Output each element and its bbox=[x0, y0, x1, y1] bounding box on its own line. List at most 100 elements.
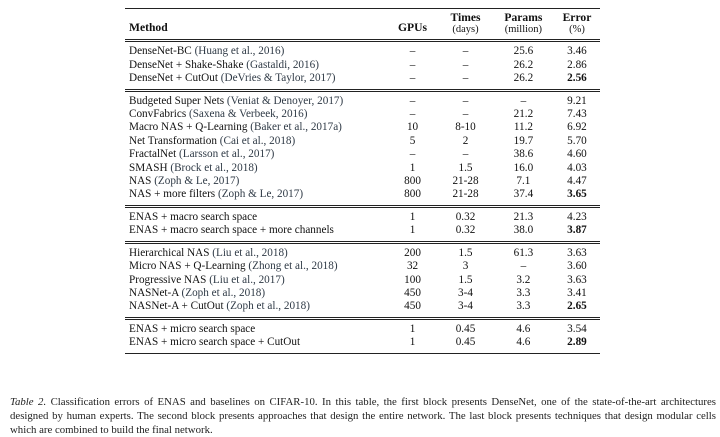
cell-method: ENAS + micro search space + CutOut bbox=[125, 336, 387, 354]
cell-params: 38.0 bbox=[513, 224, 534, 237]
cell-error: 2.86 bbox=[567, 58, 587, 71]
method-name: FractalNet bbox=[129, 148, 177, 161]
cell-error: 4.47 bbox=[567, 175, 587, 188]
method-name: NAS + more filters bbox=[129, 188, 216, 201]
table-row: ENAS + micro search space 1 0.45 4.6 3.54 bbox=[125, 316, 600, 337]
cell-times: 2 bbox=[462, 134, 469, 147]
cell-gpus: – bbox=[409, 72, 416, 85]
cell-params: 19.7 bbox=[513, 134, 534, 147]
method-name: ENAS + macro search space + more channel… bbox=[129, 224, 334, 237]
results-table: Method GPUs Times (days) Params (million… bbox=[125, 7, 600, 354]
cell-params: 7.1 bbox=[516, 175, 531, 188]
method-citation: (Liu et al., 2017) bbox=[209, 273, 285, 286]
cell-gpus: 1 bbox=[409, 224, 416, 237]
method-citation: (Saxena & Verbeek, 2016) bbox=[188, 108, 308, 121]
method-name: Net Transformation bbox=[129, 134, 217, 147]
cell-params: – bbox=[520, 260, 527, 273]
cell-times: 1.5 bbox=[458, 273, 473, 286]
cell-params: 16.0 bbox=[513, 161, 534, 174]
cell-params: 61.3 bbox=[492, 240, 554, 261]
table-row: NAS (Zoph & Le, 2017) 800 21-28 7.1 4.47 bbox=[125, 175, 600, 188]
method-name: Budgeted Super Nets bbox=[129, 94, 225, 107]
table-row: ENAS + macro search space + more channel… bbox=[125, 224, 600, 242]
cell-times: – bbox=[462, 72, 469, 85]
cell-gpus: 1 bbox=[386, 316, 439, 337]
cell-times: – bbox=[462, 148, 469, 161]
method-name: Micro NAS + Q-Learning bbox=[129, 260, 246, 273]
header-times: Times (days) bbox=[438, 7, 493, 42]
method-name: ENAS + micro search space bbox=[129, 322, 256, 335]
cell-error: 3.46 bbox=[553, 39, 600, 59]
cell-gpus: 1 bbox=[409, 161, 416, 174]
cell-params: 21.2 bbox=[513, 108, 534, 121]
cell-error: 2.56 bbox=[567, 72, 587, 85]
method-citation: (Huang et al., 2016) bbox=[194, 45, 285, 58]
header-error-unit: (%) bbox=[569, 24, 585, 36]
cell-params: 25.6 bbox=[492, 39, 554, 59]
cell-gpus: – bbox=[409, 148, 416, 161]
caption-text: Classification errors of ENAS and baseli… bbox=[10, 395, 716, 437]
method-citation: (Baker et al., 2017a) bbox=[250, 121, 342, 134]
method-citation: (Larsson et al., 2017) bbox=[179, 148, 275, 161]
table-row: Macro NAS + Q-Learning (Baker et al., 20… bbox=[125, 121, 600, 134]
method-citation: (Zoph & Le, 2017) bbox=[217, 188, 304, 201]
header-row: Method GPUs Times (days) Params (million… bbox=[125, 7, 600, 42]
cell-method: SMASH (Brock et al., 2018) bbox=[125, 162, 387, 175]
cell-times: 0.45 bbox=[438, 316, 493, 337]
cell-gpus: 10 bbox=[406, 121, 419, 134]
cell-error: 3.87 bbox=[567, 224, 587, 237]
method-name: ENAS + macro search space bbox=[129, 210, 258, 223]
method-name: NASNet-A bbox=[129, 286, 179, 299]
cell-gpus: – bbox=[409, 58, 416, 71]
cell-params: – bbox=[492, 88, 554, 109]
table-row: Micro NAS + Q-Learning (Zhong et al., 20… bbox=[125, 260, 600, 273]
cell-gpus: 800 bbox=[404, 175, 421, 188]
cell-params: 26.2 bbox=[513, 72, 534, 85]
results-table-container: Method GPUs Times (days) Params (million… bbox=[125, 7, 600, 354]
cell-method: DenseNet + Shake-Shake (Gastaldi, 2016) bbox=[125, 59, 387, 72]
table-row: ENAS + micro search space + CutOut 1 0.45 4… bbox=[125, 336, 600, 354]
method-name: Hierarchical NAS bbox=[129, 246, 210, 259]
caption-label: Table 2. bbox=[10, 395, 47, 408]
cell-method: Budgeted Super Nets (Veniat & Denoyer, 2… bbox=[125, 88, 387, 109]
header-times-unit: (days) bbox=[452, 24, 479, 36]
cell-method: ConvFabrics (Saxena & Verbeek, 2016) bbox=[125, 108, 387, 121]
table-caption: Table 2. Classification errors of ENAS a… bbox=[10, 395, 716, 437]
cell-times: 0.45 bbox=[438, 336, 493, 354]
method-citation: (Cai et al., 2018) bbox=[219, 134, 296, 147]
table-row: NASNet-A + CutOut (Zoph et al., 2018) 450… bbox=[125, 300, 600, 318]
header-params-label: Params bbox=[504, 11, 543, 24]
cell-times: 0.32 bbox=[455, 224, 476, 237]
cell-error: 6.92 bbox=[567, 121, 587, 134]
method-citation: (Zoph & Le, 2017) bbox=[154, 175, 240, 188]
cell-params: 37.4 bbox=[513, 188, 534, 201]
cell-method: Micro NAS + Q-Learning (Zhong et al., 20… bbox=[125, 260, 387, 273]
cell-times: 0.32 bbox=[438, 204, 493, 225]
cell-times: – bbox=[462, 108, 469, 121]
header-method: Method bbox=[125, 7, 387, 42]
cell-params: 3.3 bbox=[516, 300, 531, 313]
cell-gpus: 800 bbox=[404, 188, 421, 201]
cell-times: 21-28 bbox=[452, 188, 479, 201]
method-name: NASNet-A + CutOut bbox=[129, 300, 224, 313]
cell-times: – bbox=[438, 88, 493, 109]
cell-params: 3.3 bbox=[516, 286, 531, 299]
cell-params: 38.6 bbox=[513, 148, 534, 161]
cell-times: 1.5 bbox=[438, 240, 493, 261]
method-citation: (Zhong et al., 2018) bbox=[248, 260, 338, 273]
cell-method: Net Transformation (Cai et al., 2018) bbox=[125, 135, 387, 148]
method-name: NAS bbox=[129, 175, 152, 188]
cell-gpus: 1 bbox=[386, 336, 439, 354]
cell-method: FractalNet (Larsson et al., 2017) bbox=[125, 148, 387, 161]
cell-params: 21.3 bbox=[492, 204, 554, 225]
table-row: DenseNet-BC (Huang et al., 2016) – –25.6 3.… bbox=[125, 39, 600, 59]
cell-error: 5.70 bbox=[567, 134, 587, 147]
cell-method: NASNet-A + CutOut (Zoph et al., 2018) bbox=[125, 300, 387, 318]
table-row: FractalNet (Larsson et al., 2017) – – 38.6 4… bbox=[125, 148, 600, 161]
cell-error: 2.89 bbox=[553, 336, 600, 354]
cell-times: 8-10 bbox=[455, 121, 476, 134]
cell-error: 3.60 bbox=[567, 260, 587, 273]
cell-times: – bbox=[438, 39, 493, 59]
cell-params: 3.2 bbox=[516, 273, 531, 286]
cell-method: Progressive NAS (Liu et al., 2017) bbox=[125, 274, 387, 287]
